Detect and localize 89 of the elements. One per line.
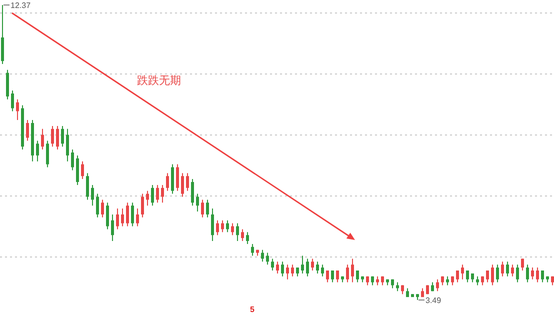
candlestick (311, 258, 314, 271)
annotation: 12.37 (10, 1, 32, 10)
candlestick (306, 258, 309, 277)
candlestick (316, 261, 319, 274)
candlestick (66, 128, 69, 162)
candlestick (56, 125, 59, 150)
candlestick (536, 267, 539, 283)
candlestick (71, 149, 74, 171)
candlestick (201, 199, 204, 218)
candlestick (36, 140, 39, 162)
candlestick (181, 172, 184, 198)
candlestick (216, 220, 219, 236)
candlestick (331, 270, 334, 283)
candlestick (271, 258, 274, 271)
candlestick (176, 164, 179, 192)
candlestick (146, 190, 149, 206)
candlestick (156, 184, 159, 204)
candlestick (486, 270, 489, 283)
candlestick (136, 208, 139, 227)
candlestick (51, 125, 54, 148)
candlestick (121, 208, 124, 227)
candlestick (206, 199, 209, 218)
candlestick (191, 178, 194, 206)
candlestick (506, 261, 509, 277)
text: 5 (250, 305, 255, 314)
candlestick (521, 258, 524, 271)
candlestick (151, 184, 154, 206)
candlestick (26, 120, 29, 142)
candlestick (116, 208, 119, 230)
candlestick (211, 208, 214, 242)
candlestick (61, 125, 64, 148)
candlestick (281, 261, 284, 277)
candlestick (501, 261, 504, 277)
candlestick (171, 164, 174, 194)
candlestick (511, 264, 514, 277)
annotation: 跌跌无期 (137, 75, 181, 87)
candlestick (291, 264, 294, 277)
candlestick (461, 264, 464, 280)
candlestick (221, 220, 224, 233)
note: 12.37 (3, 1, 31, 10)
candlestick (196, 193, 199, 212)
candlestick (516, 264, 519, 283)
candlestick (356, 270, 359, 283)
candlestick (541, 270, 544, 283)
candlestick (1, 4, 4, 64)
candlestick (496, 264, 499, 283)
candlestick (41, 128, 44, 150)
candlestick (186, 172, 189, 192)
candlestick (336, 270, 339, 283)
candlestick (251, 243, 254, 256)
candlestick (266, 252, 269, 266)
candlestick (346, 264, 349, 283)
candlestick (161, 184, 164, 204)
candlestick (166, 172, 169, 192)
candlestick (111, 214, 114, 242)
candlestick (76, 154, 79, 186)
candlestick (276, 261, 279, 274)
candlestick (326, 270, 329, 283)
candlestick (81, 160, 84, 180)
note: 3.49 (418, 296, 442, 305)
candlestick (141, 193, 144, 218)
candlestick (286, 264, 289, 280)
candlestick (351, 258, 354, 283)
candlestick (531, 267, 534, 280)
candlestick (231, 222, 234, 236)
candlestick (86, 172, 89, 200)
candlestick (46, 140, 49, 168)
candlestick (101, 199, 104, 218)
candlestick (241, 228, 244, 242)
annotation: 3.49 (426, 296, 442, 305)
candlestick (226, 220, 229, 233)
candlestick (11, 90, 14, 112)
candlestick (491, 264, 494, 286)
candlestick (6, 69, 9, 100)
candlestick (126, 202, 129, 227)
candlestick (16, 98, 19, 121)
candlestick (301, 255, 304, 274)
candlestick (466, 270, 469, 283)
candlestick (106, 202, 109, 230)
candlestick (91, 184, 94, 206)
candlestick (321, 264, 324, 277)
candlestick (246, 232, 249, 244)
candlestick (131, 202, 134, 227)
candlestick (456, 270, 459, 283)
candlestick (96, 193, 99, 218)
candlestick (236, 222, 239, 242)
candlestick (436, 278, 439, 292)
candlestick (261, 249, 264, 262)
candlestick (526, 264, 529, 283)
